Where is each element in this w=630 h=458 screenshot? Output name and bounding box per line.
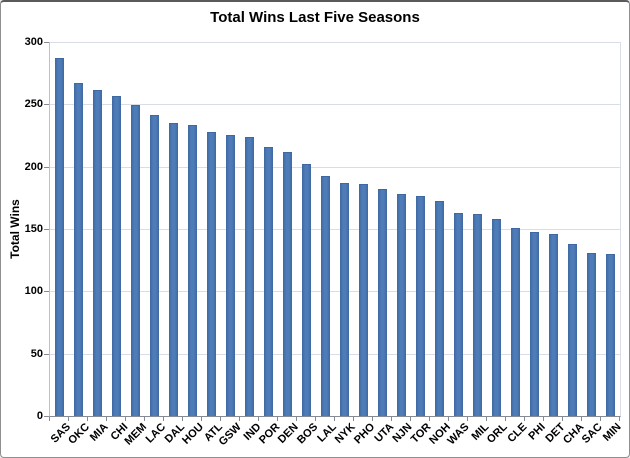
x-tick-mark-27 [562, 417, 563, 421]
y-tick-mark-300 [44, 42, 49, 43]
x-tick-mark-2 [87, 417, 88, 421]
bar-UTA [378, 189, 387, 416]
bar-DAL [169, 123, 178, 416]
bar-POR [264, 146, 273, 416]
x-tick-mark-24 [505, 417, 506, 421]
bar-DEN [283, 151, 292, 416]
x-tick-mark-22 [467, 417, 468, 421]
bar-IND [245, 137, 254, 416]
y-tick-mark-250 [44, 104, 49, 106]
y-tick-label-150: 150 [24, 223, 43, 235]
bar-ATL [207, 132, 216, 416]
chart-title: Total Wins Last Five Seasons [210, 9, 420, 26]
x-tick-mark-29 [600, 417, 601, 421]
x-tick-mark-8 [201, 417, 202, 421]
x-tick-label-MIN: MIN [601, 421, 624, 444]
y-tick-mark-200 [44, 166, 49, 168]
y-tick-label-100: 100 [24, 285, 43, 298]
x-tick-label-DET: DET [542, 421, 567, 446]
bar-OKC [74, 83, 83, 416]
x-tick-mark-5 [144, 417, 145, 421]
x-tick-mark-26 [543, 417, 544, 421]
bar-LAL [321, 175, 330, 416]
x-tick-mark-3 [106, 417, 107, 421]
bar-NJN [397, 194, 406, 416]
bar-NOH [435, 200, 444, 416]
y-tick-mark-50 [44, 353, 49, 355]
y-tick-label-200: 200 [24, 160, 43, 173]
bar-HOU [188, 124, 197, 416]
x-tick-label-WAS: WAS [445, 421, 472, 448]
x-tick-label-LAC: LAC [143, 421, 168, 446]
bar-CHA [568, 244, 577, 416]
y-tick-label-250: 250 [24, 98, 43, 111]
gridline-250 [50, 104, 620, 106]
x-tick-mark-19 [410, 417, 411, 421]
x-tick-mark-18 [391, 417, 392, 421]
bar-MIN [606, 254, 615, 416]
x-tick-mark-17 [372, 417, 373, 421]
x-tick-mark-13 [296, 417, 297, 421]
x-tick-label-PHI: PHI [526, 421, 548, 443]
x-tick-mark-30 [619, 417, 620, 421]
x-tick-mark-23 [486, 417, 487, 421]
x-tick-mark-9 [220, 417, 221, 421]
y-tick-mark-0 [44, 416, 49, 417]
bar-SAC [587, 252, 596, 416]
bar-BOS [302, 164, 311, 416]
bar-PHO [359, 184, 368, 416]
bar-CLE [511, 228, 520, 416]
x-tick-mark-14 [315, 417, 316, 421]
x-tick-label-ORL: ORL [485, 421, 510, 446]
bar-CHI [112, 95, 121, 416]
gridline-50 [50, 353, 620, 355]
x-tick-mark-7 [182, 417, 183, 421]
bar-WAS [454, 213, 463, 416]
x-tick-mark-6 [163, 417, 164, 421]
bar-MIA [93, 89, 102, 416]
bar-MIL [473, 214, 482, 416]
bar-GSW [226, 134, 235, 416]
x-tick-mark-16 [353, 417, 354, 421]
x-tick-label-DEN: DEN [276, 421, 301, 446]
x-tick-mark-4 [125, 417, 126, 421]
gridline-300 [50, 42, 620, 43]
y-tick-label-0: 0 [36, 410, 43, 422]
x-tick-mark-10 [239, 417, 240, 421]
x-tick-mark-28 [581, 417, 582, 421]
bar-TOR [416, 195, 425, 416]
x-tick-mark-20 [429, 417, 430, 421]
x-tick-mark-25 [524, 417, 525, 421]
bar-DET [549, 234, 558, 416]
bar-SAS [55, 58, 64, 416]
x-tick-label-LAL: LAL [315, 421, 339, 445]
bar-NYK [340, 183, 349, 416]
y-tick-mark-150 [44, 229, 49, 230]
x-tick-label-NYK: NYK [333, 421, 358, 446]
x-tick-mark-0 [49, 417, 50, 421]
bar-ORL [492, 219, 501, 416]
x-tick-label-MIA: MIA [88, 421, 111, 444]
gridline-150 [50, 229, 620, 230]
bar-MEM [131, 104, 140, 416]
plot-area [49, 42, 621, 417]
y-tick-label-50: 50 [30, 347, 43, 360]
x-tick-mark-11 [258, 417, 259, 421]
x-tick-mark-12 [277, 417, 278, 421]
x-tick-mark-15 [334, 417, 335, 421]
x-tick-mark-1 [68, 417, 69, 421]
bar-PHI [530, 231, 539, 416]
gridline-200 [50, 166, 620, 168]
y-tick-label-300: 300 [24, 36, 43, 48]
x-tick-mark-21 [448, 417, 449, 421]
gridline-100 [50, 291, 620, 293]
bar-LAC [150, 114, 159, 416]
y-tick-mark-100 [44, 291, 49, 293]
